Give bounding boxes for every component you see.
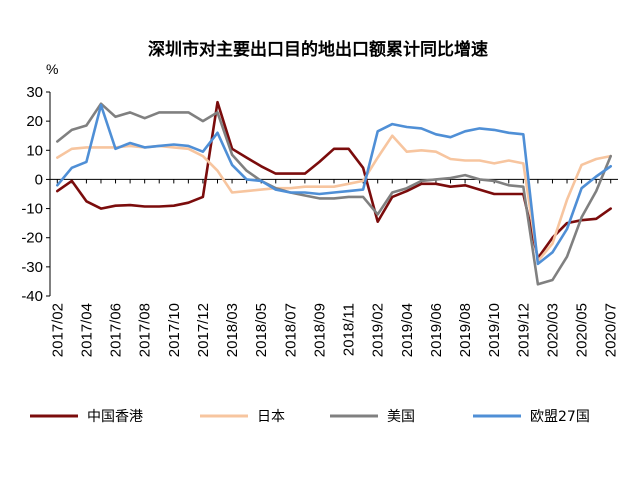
y-axis-unit-label: %: [46, 61, 58, 77]
x-axis: 2017/02 2017/04 2017/06 2017/08 2017/10 2017/…: [49, 178, 620, 357]
y-tick-label: 20: [26, 113, 43, 130]
x-tick-label: 2017/08: [137, 303, 154, 357]
legend-label: 中国香港: [87, 409, 143, 425]
x-tick-label: 2017/10: [166, 303, 183, 357]
x-tick-label: 2020/05: [574, 303, 591, 357]
x-tick-label: 2018/03: [224, 303, 241, 357]
series-line-中国香港: [55, 100, 613, 260]
series-line-欧盟27国: [55, 103, 613, 266]
y-axis: 30 20 10 0 -10 -20 -30 -40: [21, 84, 51, 305]
x-tick-label: 2020/07: [603, 303, 620, 357]
x-tick-label: 2019/06: [428, 303, 445, 357]
x-tick-label: 2018/09: [311, 303, 328, 357]
x-tick-label: 2019/12: [515, 303, 532, 357]
y-tick-label: 10: [26, 142, 43, 159]
x-tick-label: 2017/04: [78, 303, 95, 357]
x-tick-label: 2017/12: [195, 303, 212, 357]
legend-label: 日本: [257, 409, 285, 425]
y-tick-label: -20: [21, 230, 43, 247]
series-line-美国: [55, 102, 613, 286]
x-tick-label: 2017/06: [108, 303, 125, 357]
series-lines: [55, 100, 613, 286]
x-tick-label: 2019/08: [457, 303, 474, 357]
x-tick-label: 2019/10: [486, 303, 503, 357]
chart-title: 深圳市对主要出口目的地出口额累计同比增速: [148, 39, 488, 60]
y-tick-label: -40: [21, 288, 43, 305]
x-tick-label: 2020/03: [544, 303, 561, 357]
x-tick-label: 2018/11: [341, 303, 358, 356]
x-tick-label: 2018/07: [282, 303, 299, 357]
x-tick-label: 2019/02: [370, 303, 387, 357]
legend: 中国香港 日本 美国 欧盟27国: [30, 409, 590, 425]
y-tick-label: 30: [26, 84, 43, 101]
x-tick-label: 2017/02: [49, 303, 66, 357]
legend-label: 欧盟27国: [530, 409, 590, 425]
y-tick-label: -30: [21, 259, 43, 276]
x-tick-label: 2019/04: [399, 303, 416, 357]
y-tick-label: -10: [21, 201, 43, 218]
x-tick-label: 2018/05: [253, 303, 270, 357]
y-tick-label: 0: [35, 171, 43, 188]
legend-label: 美国: [387, 409, 415, 425]
